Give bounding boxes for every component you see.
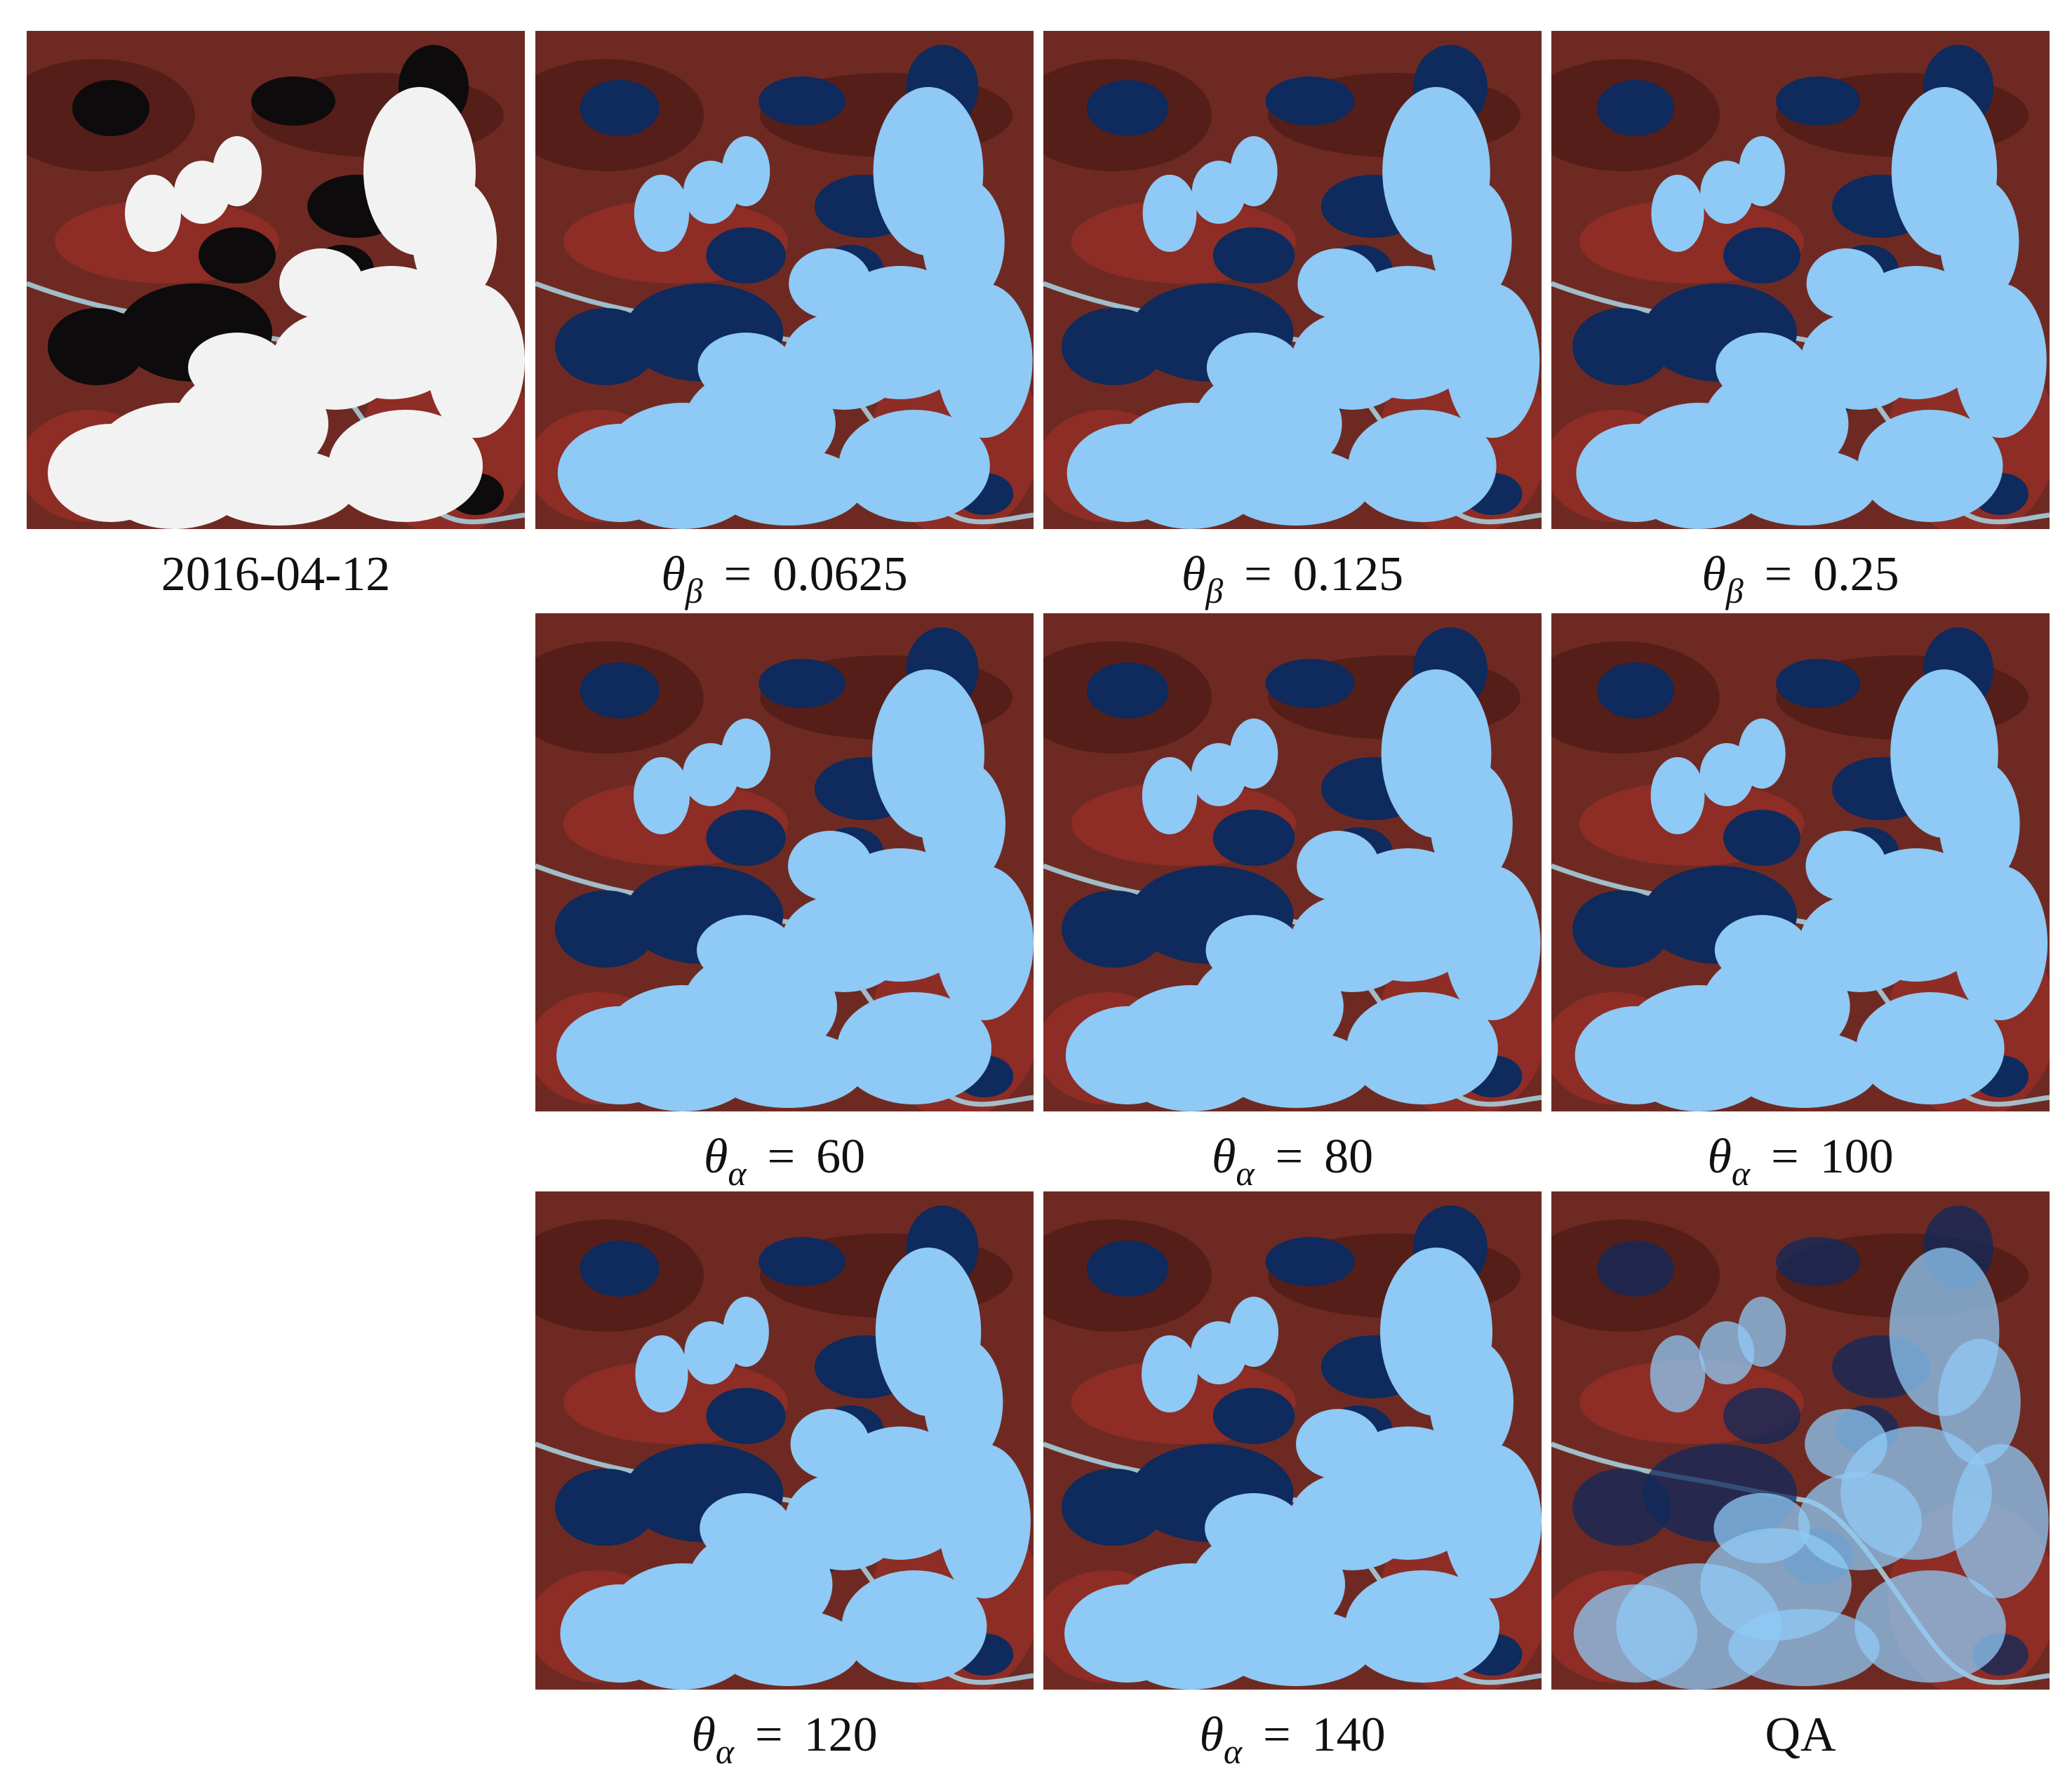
caption-theta-alpha: θα = 80 xyxy=(1043,1125,1542,1193)
cloud-mask-image xyxy=(1043,31,1542,529)
equals-sign: = xyxy=(1244,547,1272,601)
theta-symbol: θ xyxy=(703,1130,728,1184)
alpha-subscript: α xyxy=(1731,1154,1751,1193)
threshold-value: 60 xyxy=(816,1130,866,1184)
theta-symbol: θ xyxy=(1707,1130,1732,1184)
cloud-mask-image xyxy=(535,1191,1034,1690)
caption-theta-alpha: θα = 120 xyxy=(535,1704,1034,1771)
scene-svg xyxy=(1043,1191,1542,1690)
threshold-value: 120 xyxy=(803,1708,878,1762)
beta-subscript: β xyxy=(1205,571,1224,610)
caption-theta-beta: θβ = 0.25 xyxy=(1551,543,2050,610)
threshold-value: 0.125 xyxy=(1292,547,1404,601)
equals-sign: = xyxy=(1263,1708,1291,1762)
caption-theta-beta: θβ = 0.125 xyxy=(1043,543,1542,610)
threshold-value: 140 xyxy=(1311,1708,1386,1762)
beta-subscript: β xyxy=(1725,571,1744,610)
scene-svg xyxy=(1043,613,1542,1111)
cloud-mask-image xyxy=(1551,31,2050,529)
theta-symbol: θ xyxy=(1181,547,1206,601)
caption-theta-alpha: θα = 100 xyxy=(1551,1125,2050,1193)
caption-date: 2016-04-12 xyxy=(27,543,525,606)
cloud-mask-image xyxy=(535,613,1034,1111)
scene-svg xyxy=(1551,613,2050,1111)
scene-svg xyxy=(1551,31,2050,529)
equals-sign: = xyxy=(767,1130,796,1184)
caption-qa: QA xyxy=(1551,1704,2050,1767)
beta-subscript: β xyxy=(685,571,703,610)
cloud-mask-image xyxy=(1043,613,1542,1111)
threshold-value: 0.0625 xyxy=(773,547,908,601)
scene-svg xyxy=(535,1191,1034,1690)
threshold-value: 80 xyxy=(1324,1130,1374,1184)
caption-text: QA xyxy=(1765,1708,1836,1762)
theta-symbol: θ xyxy=(1702,547,1726,601)
theta-symbol: θ xyxy=(1211,1130,1236,1184)
caption-text: 2016-04-12 xyxy=(161,547,391,601)
caption-theta-beta: θβ = 0.0625 xyxy=(535,543,1034,610)
equals-sign: = xyxy=(1764,547,1793,601)
satellite-image-original xyxy=(27,31,525,529)
cloud-mask-image xyxy=(535,31,1034,529)
cloud-mask-image xyxy=(1551,613,2050,1111)
equals-sign: = xyxy=(723,547,752,601)
alpha-subscript: α xyxy=(728,1154,747,1193)
scene-svg xyxy=(1551,1191,2050,1690)
caption-theta-alpha: θα = 60 xyxy=(535,1125,1034,1193)
scene-svg xyxy=(535,31,1034,529)
scene-svg xyxy=(535,613,1034,1111)
theta-symbol: θ xyxy=(691,1708,716,1762)
theta-symbol: θ xyxy=(661,547,686,601)
threshold-value: 0.25 xyxy=(1813,547,1899,601)
cloud-mask-image xyxy=(1043,1191,1542,1690)
equals-sign: = xyxy=(1275,1130,1304,1184)
caption-theta-alpha: θα = 140 xyxy=(1043,1704,1542,1771)
scene-svg xyxy=(1043,31,1542,529)
scene-svg xyxy=(27,31,525,529)
alpha-subscript: α xyxy=(715,1732,735,1771)
equals-sign: = xyxy=(1771,1130,1799,1184)
threshold-value: 100 xyxy=(1819,1130,1894,1184)
alpha-subscript: α xyxy=(1223,1732,1243,1771)
qa-mask-image xyxy=(1551,1191,2050,1690)
equals-sign: = xyxy=(755,1708,783,1762)
theta-symbol: θ xyxy=(1199,1708,1224,1762)
alpha-subscript: α xyxy=(1236,1154,1255,1193)
